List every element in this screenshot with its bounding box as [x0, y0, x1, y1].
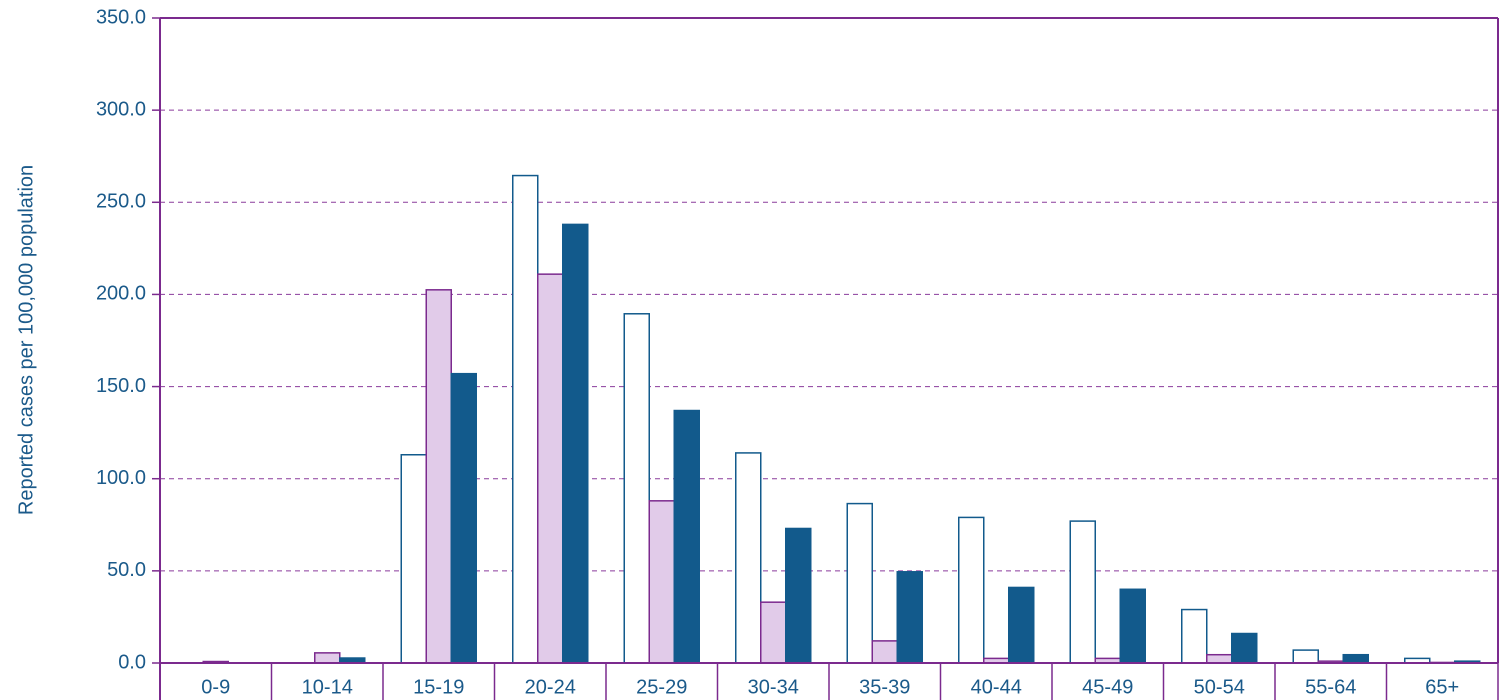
bar [314, 652, 341, 664]
bar [673, 409, 700, 664]
x-tick-label: 65+ [1425, 676, 1459, 698]
bar [400, 454, 427, 664]
bar [1181, 608, 1208, 664]
y-axis-label: Reported cases per 100,000 population [15, 165, 37, 515]
y-tick-label: 150.0 [96, 375, 146, 397]
y-tick-label: 50.0 [107, 559, 146, 581]
x-tick-label: 50-54 [1194, 676, 1245, 698]
x-tick-label: 20-24 [525, 676, 576, 698]
bar [512, 174, 539, 664]
bar [958, 516, 985, 664]
bar [425, 289, 452, 664]
x-tick-label: 0-9 [201, 676, 230, 698]
y-tick-label: 250.0 [96, 191, 146, 213]
y-tick-label: 350.0 [96, 6, 146, 28]
bar [846, 502, 873, 664]
bar [785, 527, 812, 664]
x-tick-label: 40-44 [971, 676, 1022, 698]
x-tick-label: 15-19 [413, 676, 464, 698]
x-tick-label: 10-14 [302, 676, 353, 698]
bar [537, 273, 564, 664]
x-tick-label: 45-49 [1082, 676, 1133, 698]
bar [1069, 520, 1096, 664]
bar [735, 452, 762, 664]
y-tick-label: 100.0 [96, 467, 146, 489]
bar [1231, 632, 1258, 664]
bar [896, 571, 923, 664]
y-tick-label: 200.0 [96, 283, 146, 305]
bar [1008, 586, 1035, 664]
bar [1206, 653, 1233, 664]
y-tick-label: 0.0 [118, 651, 146, 673]
bar [1119, 588, 1146, 664]
x-tick-label: 30-34 [748, 676, 799, 698]
bar [1292, 649, 1319, 664]
bar [1342, 653, 1369, 664]
x-tick-label: 35-39 [859, 676, 910, 698]
bar [562, 223, 589, 664]
y-tick-label: 300.0 [96, 98, 146, 120]
bar [450, 372, 477, 664]
bar [760, 601, 787, 664]
bar [648, 500, 675, 664]
bar [623, 313, 650, 664]
x-tick-label: 55-64 [1305, 676, 1356, 698]
bar [871, 640, 898, 664]
x-tick-label: 25-29 [636, 676, 687, 698]
